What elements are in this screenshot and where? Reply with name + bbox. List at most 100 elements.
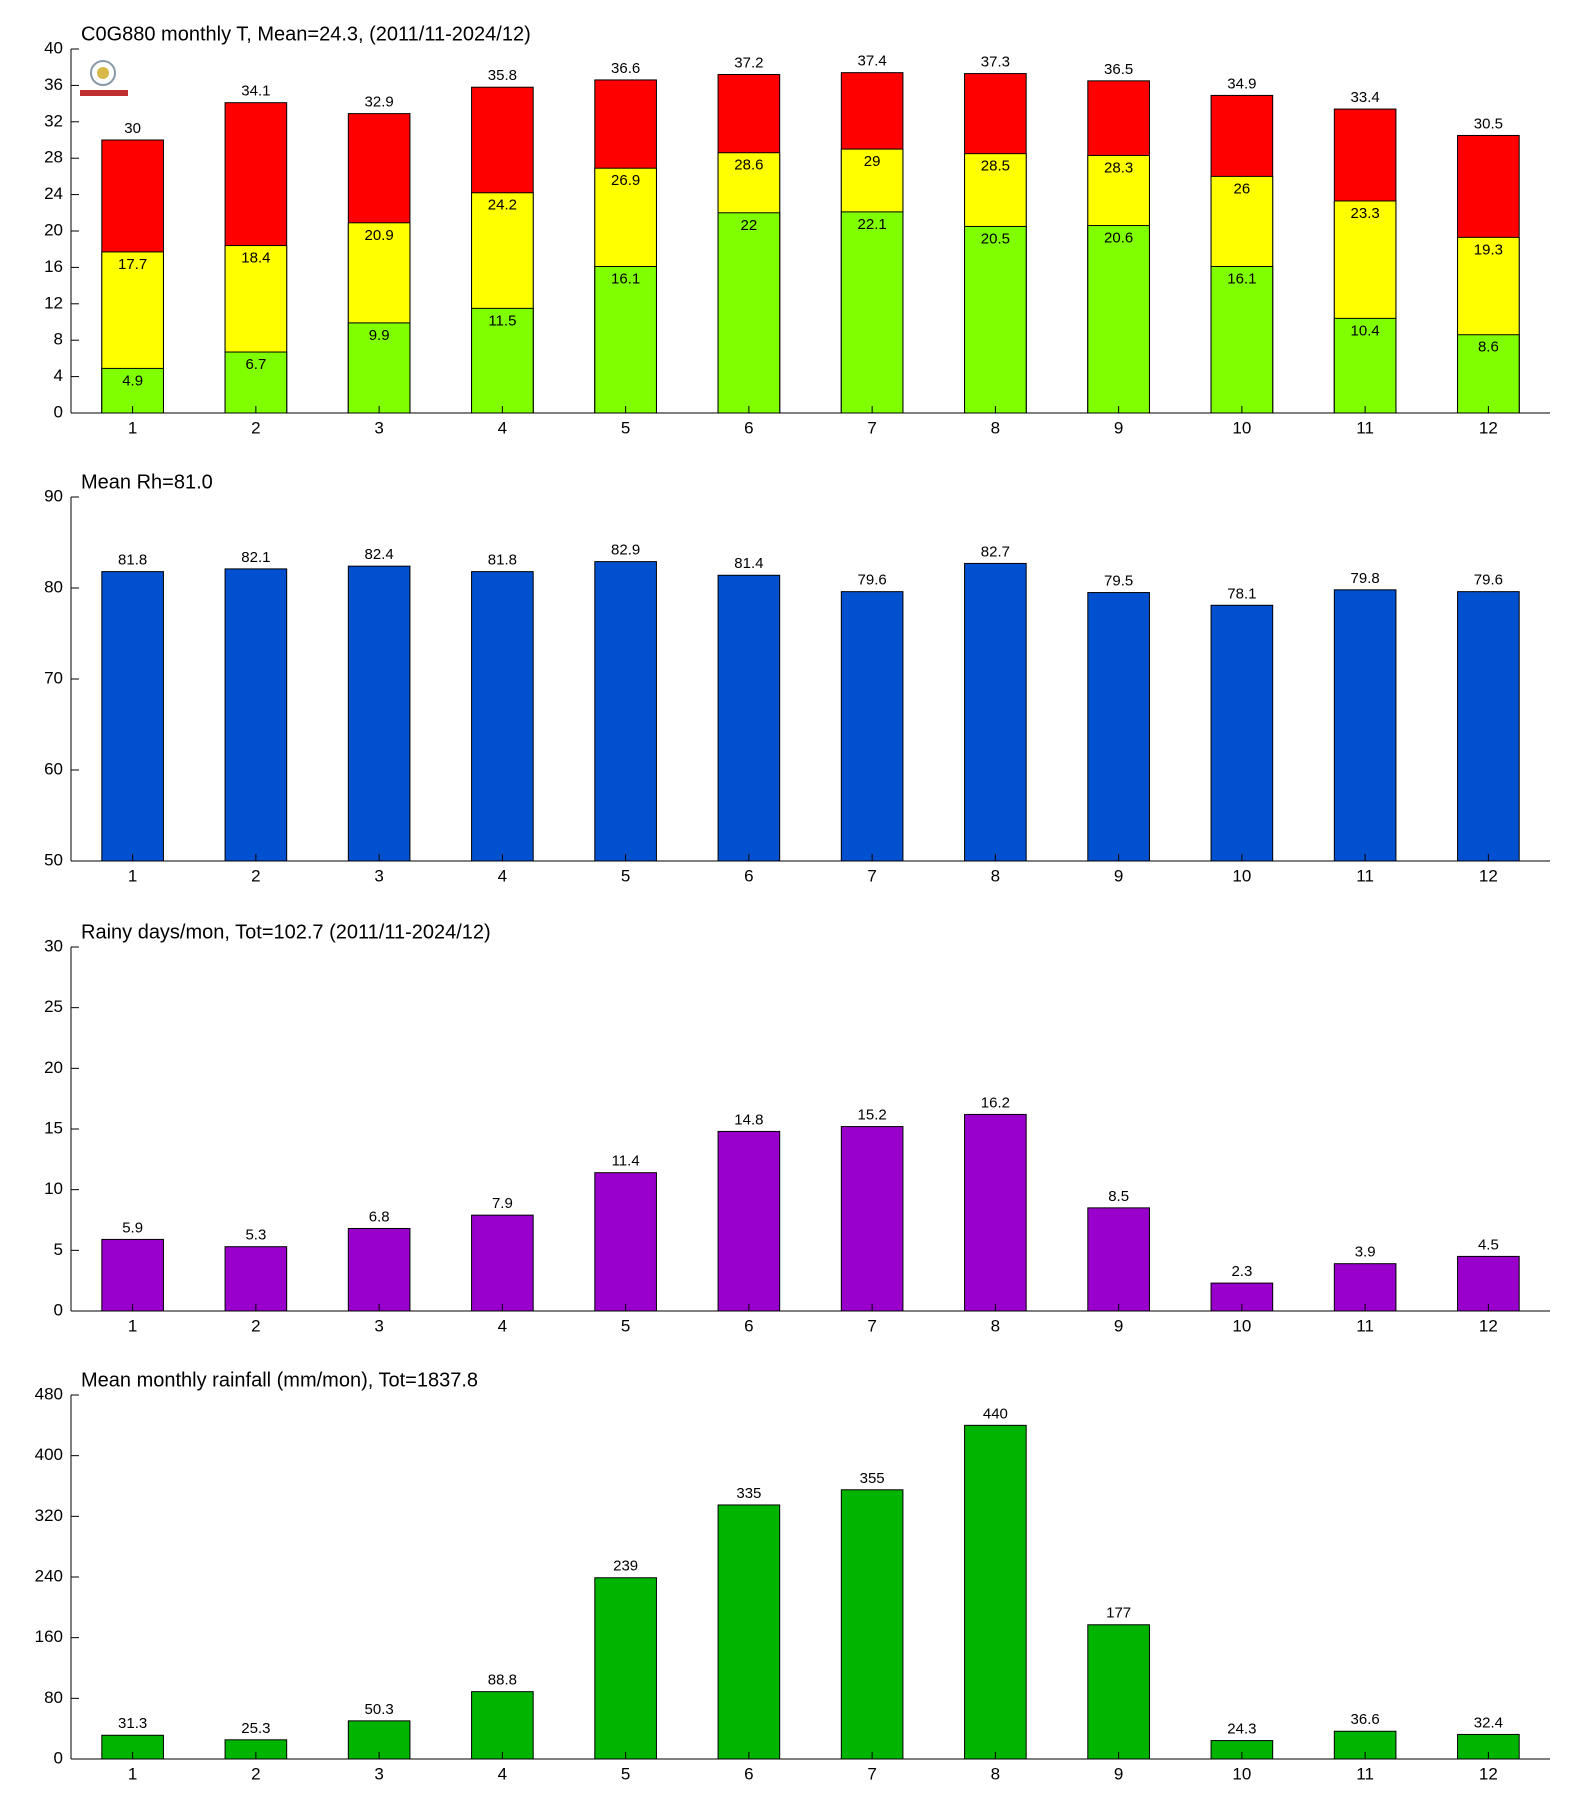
y-tick-label: 480 <box>35 1384 63 1403</box>
value-label: 5.3 <box>245 1227 266 1244</box>
value-label: 88.8 <box>488 1672 517 1689</box>
y-tick-label: 20 <box>44 220 63 239</box>
value-label: 15.2 <box>858 1107 887 1124</box>
x-tick-label: 8 <box>991 1764 1000 1783</box>
bar <box>717 574 781 862</box>
value-label: 81.8 <box>488 552 517 569</box>
y-tick-label: 10 <box>44 1179 63 1198</box>
bar <box>964 1424 1027 1760</box>
value-label: 440 <box>983 1405 1008 1422</box>
bar <box>347 565 411 862</box>
value-label: 37.4 <box>858 53 887 70</box>
bar <box>1457 591 1520 862</box>
value-label: 26 <box>1234 180 1251 197</box>
value-label: 10.4 <box>1351 322 1380 339</box>
value-label: 177 <box>1106 1605 1131 1622</box>
y-tick-label: 25 <box>44 997 63 1016</box>
value-label: 34.1 <box>241 83 270 100</box>
y-tick-label: 50 <box>44 850 63 869</box>
value-label: 6.7 <box>245 356 266 373</box>
value-label: 33.4 <box>1351 89 1380 106</box>
value-label: 79.8 <box>1351 570 1380 587</box>
x-tick-label: 4 <box>498 1316 507 1335</box>
y-tick-label: 32 <box>44 111 63 130</box>
value-label: 25.3 <box>241 1720 270 1737</box>
x-tick-label: 7 <box>867 1316 876 1335</box>
bar <box>347 322 411 414</box>
y-tick-label: 4 <box>54 366 63 385</box>
bar <box>471 1214 534 1312</box>
value-label: 37.3 <box>981 54 1010 71</box>
x-tick-label: 5 <box>621 418 630 437</box>
x-tick-label: 11 <box>1356 866 1374 885</box>
value-label: 82.1 <box>241 549 270 566</box>
bar <box>594 265 657 414</box>
chart-title: C0G880 monthly T, Mean=24.3, (2011/11-20… <box>81 23 531 45</box>
x-tick-label: 4 <box>498 418 507 437</box>
value-label: 32.4 <box>1474 1714 1503 1731</box>
bar <box>840 1126 904 1312</box>
value-label: 35.8 <box>488 67 517 84</box>
value-label: 28.5 <box>981 158 1010 175</box>
bar <box>471 1691 534 1760</box>
x-tick-label: 8 <box>991 418 1000 437</box>
x-tick-label: 5 <box>621 866 630 885</box>
y-tick-label: 0 <box>54 1748 63 1767</box>
value-label: 3.9 <box>1355 1244 1376 1261</box>
bar <box>964 562 1027 862</box>
y-tick-label: 160 <box>35 1627 63 1646</box>
x-tick-label: 5 <box>621 1316 630 1335</box>
bar <box>717 1504 781 1760</box>
value-label: 355 <box>860 1470 885 1487</box>
bar <box>1333 317 1397 414</box>
value-label: 4.9 <box>122 372 143 389</box>
value-label: 7.9 <box>492 1195 513 1212</box>
value-label: 82.7 <box>981 543 1010 560</box>
y-tick-label: 0 <box>54 402 63 421</box>
bar <box>964 225 1027 414</box>
x-tick-label: 11 <box>1356 1316 1374 1335</box>
x-tick-label: 3 <box>374 418 383 437</box>
y-tick-label: 20 <box>44 1058 63 1077</box>
bar <box>717 212 781 414</box>
x-tick-label: 10 <box>1232 418 1251 437</box>
value-label: 19.3 <box>1474 241 1503 258</box>
value-label: 50.3 <box>365 1701 394 1718</box>
y-tick-label: 60 <box>44 759 63 778</box>
value-label: 16.2 <box>981 1094 1010 1111</box>
value-label: 20.9 <box>365 227 394 244</box>
value-label: 36.5 <box>1104 61 1133 78</box>
logo <box>80 60 128 96</box>
value-label: 29 <box>864 153 881 170</box>
value-label: 81.4 <box>734 555 763 572</box>
x-tick-label: 1 <box>128 866 137 885</box>
bar <box>101 571 164 862</box>
x-tick-label: 3 <box>374 1764 383 1783</box>
bar <box>1210 265 1274 414</box>
x-tick-label: 2 <box>251 418 260 437</box>
bar <box>1087 1624 1150 1760</box>
x-tick-label: 12 <box>1479 1764 1498 1783</box>
y-tick-label: 30 <box>44 936 63 955</box>
y-tick-label: 400 <box>35 1445 63 1464</box>
bar <box>1457 1255 1520 1312</box>
x-tick-label: 10 <box>1232 1316 1251 1335</box>
value-label: 36.6 <box>1351 1711 1380 1728</box>
bar <box>1333 1263 1397 1312</box>
value-label: 37.2 <box>734 54 763 71</box>
bar <box>101 1238 164 1312</box>
y-tick-label: 5 <box>54 1240 63 1259</box>
bar <box>964 1113 1027 1312</box>
y-tick-label: 36 <box>44 75 63 94</box>
x-tick-label: 6 <box>744 1764 753 1783</box>
bar <box>840 591 904 862</box>
y-tick-label: 80 <box>44 1688 63 1707</box>
y-tick-label: 70 <box>44 668 63 687</box>
x-tick-label: 9 <box>1114 866 1123 885</box>
x-tick-label: 10 <box>1232 866 1251 885</box>
value-label: 79.5 <box>1104 573 1133 590</box>
value-label: 31.3 <box>118 1715 147 1732</box>
value-label: 2.3 <box>1231 1263 1252 1280</box>
value-label: 18.4 <box>241 250 270 267</box>
x-tick-label: 7 <box>867 866 876 885</box>
